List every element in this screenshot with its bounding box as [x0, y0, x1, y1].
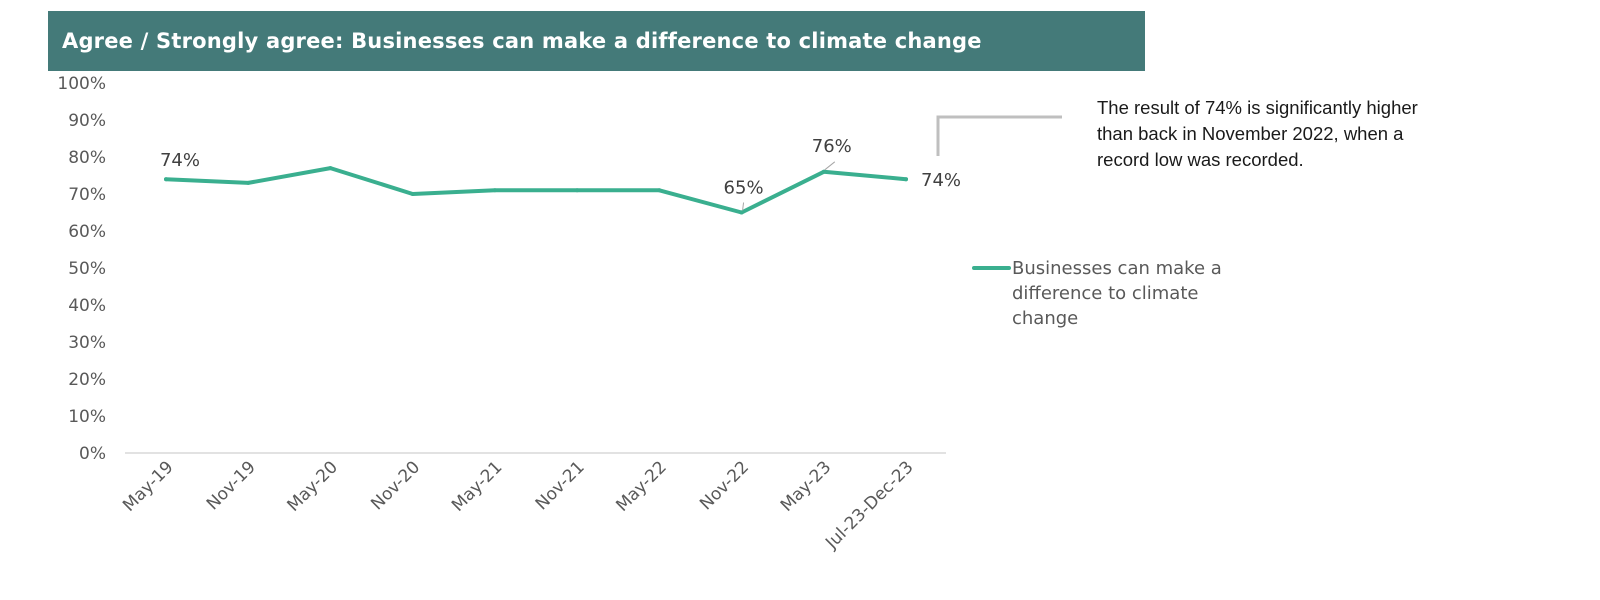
data-point — [246, 180, 251, 185]
x-tick-label: May-19 — [119, 457, 177, 515]
x-tick-label: Nov-21 — [532, 457, 589, 514]
data-label: 74% — [921, 170, 961, 191]
y-axis: 0% 10% 20% 30% 40% 50% 60% 70% 80% 90% 100% — [57, 74, 106, 464]
data-point — [904, 177, 908, 182]
x-tick-label: Jul-23-Dec-23 — [821, 457, 917, 553]
data-label: 76% — [812, 136, 852, 157]
data-point — [575, 188, 580, 193]
y-tick-label: 40% — [68, 296, 106, 316]
y-tick-label: 30% — [68, 333, 106, 353]
y-tick-label: 100% — [57, 74, 106, 94]
x-tick-label: May-20 — [284, 457, 342, 515]
y-tick-label: 80% — [68, 148, 106, 168]
y-tick-label: 10% — [68, 407, 106, 427]
data-point — [821, 169, 826, 174]
data-label-leader — [742, 202, 745, 211]
data-label: 74% — [160, 150, 200, 171]
x-tick-label: May-21 — [448, 457, 506, 515]
annotation-note: The result of 74% is significantly highe… — [1097, 97, 1418, 170]
y-tick-label: 0% — [79, 444, 106, 464]
x-tick-label: Nov-22 — [696, 457, 753, 514]
y-tick-label: 90% — [68, 111, 106, 131]
data-label-leader — [824, 161, 836, 171]
x-tick-label: May-22 — [612, 457, 670, 515]
x-tick-label: Nov-19 — [203, 457, 260, 514]
chart-title: Agree / Strongly agree: Businesses can m… — [62, 29, 982, 53]
data-point — [328, 166, 333, 171]
data-point — [657, 188, 662, 193]
x-tick-label: Nov-20 — [367, 457, 424, 514]
y-tick-label: 50% — [68, 259, 106, 279]
data-labels: 74% 65% 76% 74% — [160, 136, 961, 215]
data-label: 65% — [724, 178, 764, 199]
data-point — [739, 210, 744, 215]
legend-label: Businesses can make a difference to clim… — [1012, 258, 1222, 329]
data-point — [164, 177, 168, 182]
chart-title-bar: Agree / Strongly agree: Businesses can m… — [48, 11, 1145, 71]
data-point — [410, 192, 415, 196]
x-axis: May-19 Nov-19 May-20 Nov-20 May-21 Nov-21 May-… — [119, 457, 917, 553]
series-line — [164, 166, 908, 215]
y-tick-label: 20% — [68, 370, 106, 390]
y-tick-label: 70% — [68, 185, 106, 205]
legend-swatch — [972, 266, 1011, 270]
y-tick-label: 60% — [68, 222, 106, 242]
annotation-bracket — [936, 115, 1062, 156]
x-tick-label: May-23 — [777, 457, 835, 515]
data-point — [492, 188, 497, 193]
